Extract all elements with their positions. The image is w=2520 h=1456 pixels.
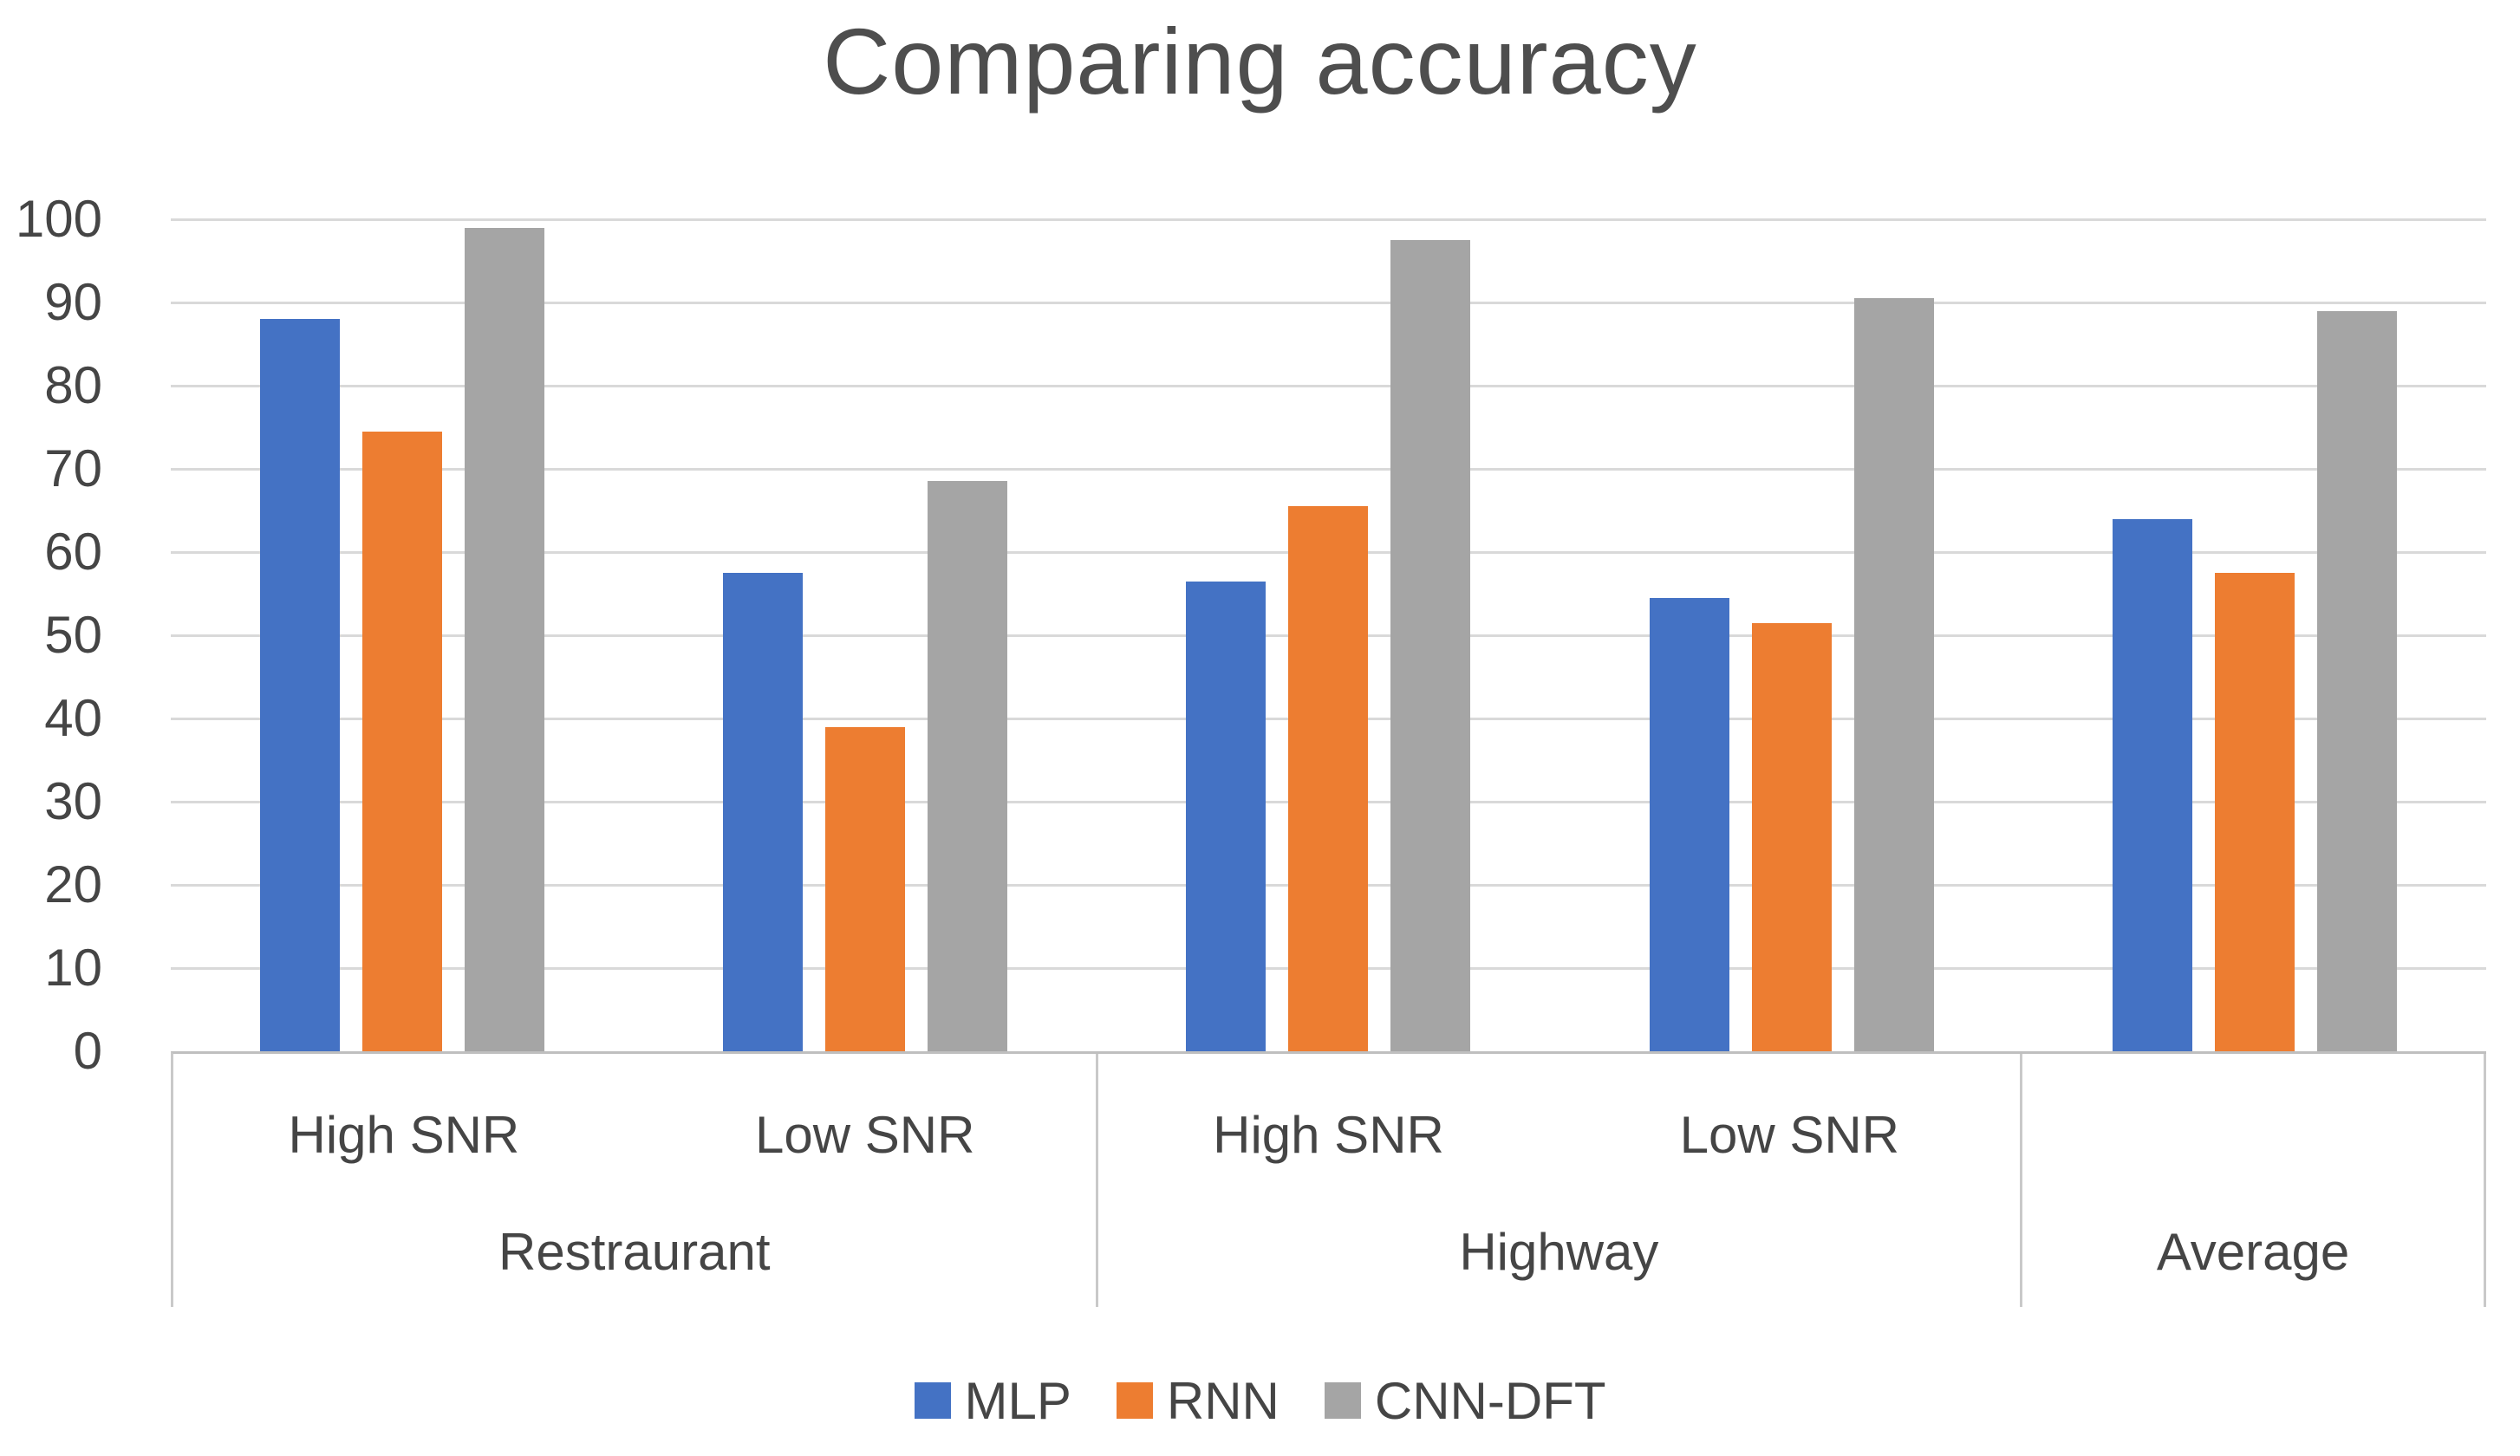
- bar-group-restraurant-high-snr: [171, 219, 634, 1051]
- gridline-80: [171, 384, 2486, 387]
- subcategory-row-highway: High SNR Low SNR: [1098, 1054, 2021, 1196]
- bar-mlp-highway-high-snr: [1186, 581, 1267, 1051]
- bar-cnn-dft-restraurant-high-snr: [465, 227, 545, 1051]
- bar-rnn-restraurant-low-snr: [825, 726, 906, 1051]
- bar-cnn-dft-highway-low-snr: [1853, 298, 1934, 1051]
- legend-label-cnn-dft: CNN-DFT: [1374, 1371, 1606, 1430]
- y-axis-tick-labels: 0 10 20 30 40 50 60 70 80 90 100: [0, 190, 102, 1080]
- y-tick-label-70: 70: [44, 439, 102, 497]
- bar-cnn-dft-average-blank: [2316, 310, 2397, 1051]
- bar-rnn-highway-high-snr: [1288, 506, 1369, 1051]
- band-group-average: Average: [2022, 1054, 2486, 1307]
- y-tick-label-40: 40: [44, 689, 102, 747]
- bar-cnn-dft-highway-high-snr: [1390, 240, 1471, 1051]
- bar-group-restraurant-low-snr: [634, 219, 1097, 1051]
- legend-marker-rnn: [1116, 1382, 1153, 1419]
- gridline-100: [171, 218, 2486, 221]
- y-tick-label-0: 0: [73, 1022, 102, 1080]
- legend-item-cnn-dft: CNN-DFT: [1324, 1371, 1606, 1431]
- category-label-highway-low-snr: Low SNR: [1679, 1105, 1899, 1164]
- legend-label-mlp: MLP: [964, 1371, 1071, 1430]
- y-tick-label-90: 90: [44, 273, 102, 331]
- bar-group-highway-low-snr: [1560, 219, 2023, 1051]
- y-tick-label-20: 20: [44, 855, 102, 913]
- bar-group-average-blank: [2023, 219, 2486, 1051]
- category-label-average-blank: [2022, 1073, 2484, 1196]
- bar-mlp-restraurant-low-snr: [723, 573, 804, 1051]
- legend: MLP RNN CNN-DFT: [0, 1371, 2520, 1431]
- group-label-average: Average: [2156, 1222, 2350, 1281]
- bar-mlp-highway-low-snr: [1649, 597, 1729, 1051]
- category-label-restraurant-low-snr: Low SNR: [754, 1105, 975, 1164]
- gridline-90: [171, 301, 2486, 304]
- band-group-highway: High SNR Low SNR Highway: [1098, 1054, 2023, 1307]
- y-tick-label-50: 50: [44, 606, 102, 664]
- bar-cnn-dft-restraurant-low-snr: [928, 481, 1008, 1051]
- bar-rnn-restraurant-high-snr: [362, 431, 443, 1051]
- band-group-restraurant: High SNR Low SNR Restraurant: [173, 1054, 1098, 1307]
- y-tick-label-80: 80: [44, 356, 102, 414]
- chart-title: Comparing accuracy: [823, 9, 1697, 114]
- legend-item-mlp: MLP: [914, 1371, 1071, 1431]
- legend-label-rnn: RNN: [1166, 1371, 1280, 1430]
- bar-rnn-average-blank: [2214, 573, 2295, 1051]
- y-tick-label-30: 30: [44, 772, 102, 830]
- bar-rnn-highway-low-snr: [1751, 622, 1832, 1051]
- x-axis-category-band: High SNR Low SNR Restraurant High SNR Low SN…: [171, 1051, 2486, 1307]
- y-tick-label-10: 10: [44, 939, 102, 997]
- bar-group-highway-high-snr: [1097, 219, 1560, 1051]
- legend-marker-cnn-dft: [1324, 1382, 1361, 1419]
- y-tick-label-60: 60: [44, 523, 102, 581]
- group-label-restraurant: Restraurant: [498, 1222, 771, 1281]
- subcategory-row-average: [2022, 1054, 2484, 1196]
- subcategory-row-restraurant: High SNR Low SNR: [173, 1054, 1096, 1196]
- legend-marker-mlp: [914, 1382, 951, 1419]
- group-label-highway: Highway: [1459, 1222, 1659, 1281]
- plot-area: [171, 218, 2486, 1051]
- bar-mlp-restraurant-high-snr: [260, 319, 341, 1051]
- legend-item-rnn: RNN: [1116, 1371, 1280, 1431]
- category-label-highway-high-snr: High SNR: [1213, 1105, 1444, 1164]
- gridline-70: [171, 467, 2486, 471]
- bar-mlp-average-blank: [2112, 518, 2192, 1051]
- category-label-restraurant-high-snr: High SNR: [288, 1105, 520, 1164]
- y-tick-label-100: 100: [15, 190, 102, 248]
